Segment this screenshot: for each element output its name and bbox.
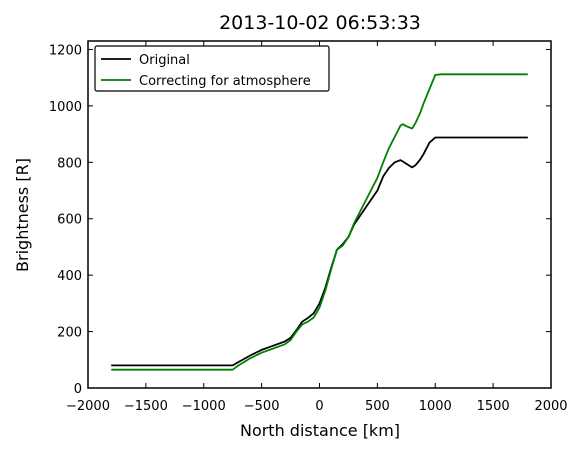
axis-ticks: −2000 −1500 −1000 −500 0 500 1000 1500 2000 0 200 4…: [49, 41, 568, 414]
x-tick-label: 500: [365, 399, 390, 414]
series-line-corrected: [111, 73, 528, 371]
series-line-original: [111, 136, 528, 367]
legend: Original Correcting for atmosphere: [94, 45, 330, 92]
y-tick-label: 400: [57, 269, 82, 284]
x-tick-label: −500: [244, 399, 280, 414]
x-tick-label: 1000: [419, 399, 452, 414]
plot-frame: [87, 40, 552, 389]
x-tick-label: 1500: [477, 399, 510, 414]
y-axis-label: Brightness [R]: [13, 158, 32, 272]
y-tick-label: 1000: [49, 100, 82, 115]
x-tick-label: 0: [315, 399, 323, 414]
x-axis-label: North distance [km]: [240, 421, 400, 440]
x-tick-label: 2000: [534, 399, 567, 414]
y-tick-label: 1200: [49, 43, 82, 58]
legend-box: [94, 45, 330, 92]
y-tick-label: 800: [57, 156, 82, 171]
chart-title: 2013-10-02 06:53:33: [219, 12, 421, 34]
y-tick-label: 200: [57, 326, 82, 341]
y-tick-label: 0: [74, 382, 82, 397]
legend-label: Original: [139, 53, 190, 68]
series-lines: [111, 73, 528, 371]
legend-label: Correcting for atmosphere: [139, 74, 311, 89]
x-tick-label: −1500: [124, 399, 168, 414]
y-tick-label: 600: [57, 213, 82, 228]
x-tick-label: −1000: [182, 399, 226, 414]
x-tick-label: −2000: [66, 399, 110, 414]
